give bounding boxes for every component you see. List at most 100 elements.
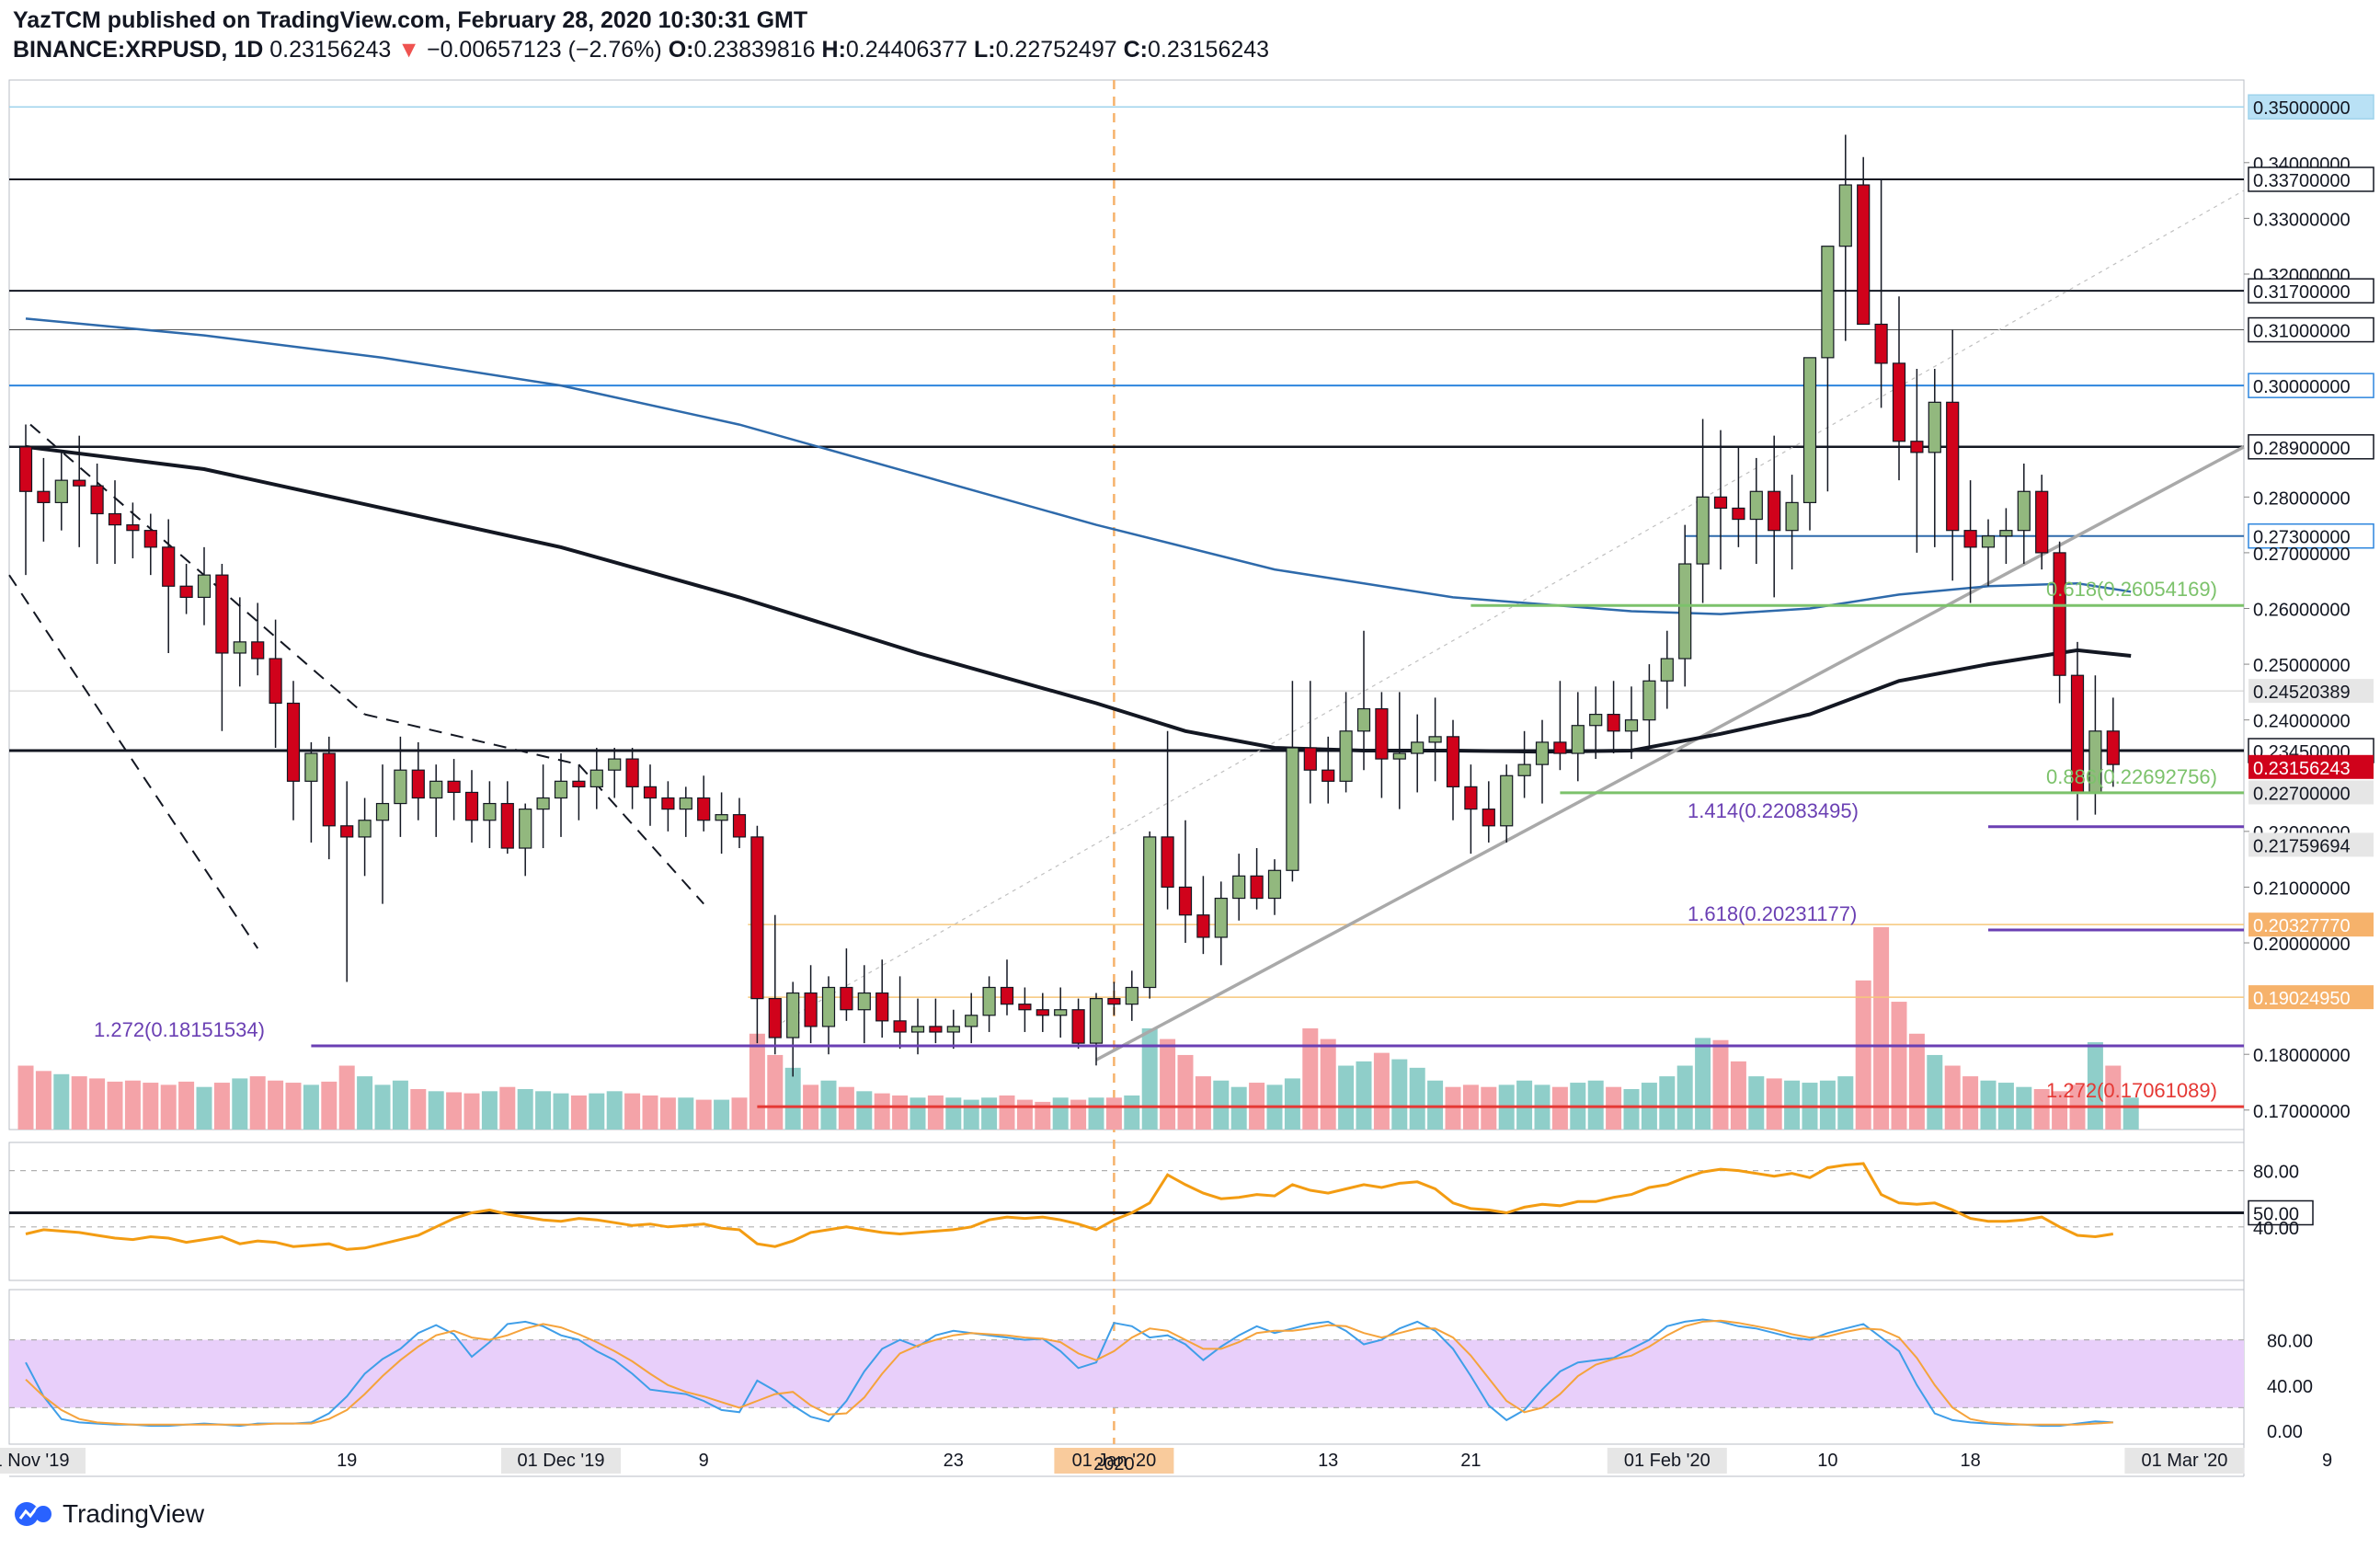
- fib-level-label: 0.618(0.26054169): [2046, 578, 2217, 601]
- candle-body: [1392, 752, 1406, 760]
- candle-body: [893, 1020, 907, 1033]
- candle-body: [1250, 875, 1264, 900]
- time-axis-label: 10: [1817, 1451, 1837, 1471]
- down-arrow-icon: ▼: [397, 37, 421, 63]
- candle-body: [1660, 658, 1674, 682]
- volume-bar: [1623, 1089, 1640, 1130]
- volume-bar: [357, 1076, 373, 1130]
- candle-body: [2053, 552, 2066, 676]
- price-label-bg: [2248, 754, 2374, 779]
- candle-body: [875, 992, 889, 1022]
- candle-body: [162, 546, 176, 587]
- stoch-axis-label: 40.00: [2267, 1377, 2313, 1397]
- high-label: H:: [821, 37, 846, 63]
- price-label: 0.19024950: [2253, 989, 2351, 1009]
- volume-bar: [1962, 1076, 1979, 1130]
- volume-bar: [1712, 1039, 1729, 1130]
- volume-bar: [1659, 1076, 1676, 1130]
- candle-body: [982, 986, 996, 1016]
- volume-bar: [178, 1081, 195, 1130]
- candle-body: [1214, 897, 1228, 938]
- price-label: 0.30000000: [2253, 377, 2351, 397]
- volume-bar: [499, 1086, 516, 1130]
- price-label: 0.31700000: [2253, 282, 2351, 303]
- volume-bar: [1391, 1059, 1408, 1130]
- volume-bar: [1730, 1061, 1746, 1130]
- candle-body: [18, 446, 33, 492]
- volume-bar: [731, 1097, 748, 1130]
- candle-body: [625, 758, 639, 787]
- candle-body: [804, 992, 818, 1027]
- volume-bar: [1676, 1065, 1693, 1130]
- price-label: 0.28000000: [2253, 488, 2351, 509]
- volume-bar: [374, 1084, 391, 1130]
- candle-body: [215, 574, 229, 654]
- volume-bar: [107, 1081, 123, 1130]
- candle-body: [269, 658, 282, 705]
- volume-bar: [124, 1080, 141, 1130]
- volume-bar: [1035, 1101, 1051, 1130]
- candle-body: [1963, 530, 1977, 548]
- tradingview-logo[interactable]: TradingView: [13, 1499, 204, 1529]
- candle-body: [572, 780, 586, 787]
- volume-bar: [2016, 1086, 2032, 1130]
- candle-body: [375, 802, 390, 821]
- volume-bar: [160, 1084, 177, 1130]
- price-label: 0.33000000: [2253, 210, 2351, 230]
- candle-body: [768, 998, 782, 1038]
- volume-bar: [659, 1097, 676, 1130]
- candle-body: [340, 825, 354, 838]
- price-label-bg: [2248, 985, 2374, 1010]
- volume-bar: [589, 1093, 605, 1130]
- candle-body: [1838, 184, 1852, 247]
- rsi-axis-label: 40.00: [2253, 1219, 2299, 1239]
- candle-body: [233, 641, 246, 654]
- volume-bar: [1908, 1033, 1925, 1130]
- volume-bar: [446, 1092, 463, 1130]
- candle-body: [1892, 362, 1906, 442]
- time-axis-label: 01 Dec '19: [518, 1451, 605, 1471]
- volume-bar: [196, 1086, 212, 1130]
- price-label-bg: [2248, 522, 2374, 549]
- volume-bar: [1695, 1038, 1711, 1130]
- volume-bar: [1819, 1080, 1836, 1130]
- volume-bar: [1070, 1099, 1087, 1130]
- stoch-k-line: [25, 1318, 2113, 1428]
- volume-bar: [213, 1083, 230, 1130]
- volume-bar: [1016, 1099, 1033, 1130]
- time-axis-label: 9: [699, 1451, 709, 1471]
- candle-body: [90, 485, 104, 515]
- time-axis-label: 01 Feb '20: [1624, 1451, 1711, 1471]
- volume-bar: [338, 1065, 355, 1130]
- candle-body: [1999, 530, 2013, 537]
- candle-body: [1802, 357, 1817, 503]
- candle-body: [661, 797, 675, 810]
- price-label-bg: [2248, 832, 2374, 857]
- candle-body: [1286, 747, 1299, 871]
- candle-body: [1018, 1004, 1032, 1011]
- volume-bar: [695, 1099, 712, 1130]
- candle-body: [857, 992, 871, 1011]
- symbol-line: BINANCE:XRPUSD, 1D 0.23156243 ▼ −0.00657…: [13, 35, 2367, 64]
- candle-body: [1749, 490, 1763, 521]
- volume-bar: [927, 1095, 944, 1130]
- price-label: 0.21759694: [2253, 836, 2351, 856]
- price-label: 0.20000000: [2253, 935, 2351, 955]
- stoch-axis-label: 80.00: [2267, 1332, 2313, 1352]
- price-label-bg: [2248, 94, 2374, 120]
- volume-bar: [1891, 1002, 1907, 1130]
- candle-body: [108, 512, 122, 526]
- volume-bar: [232, 1078, 248, 1130]
- volume-bar: [1338, 1065, 1355, 1130]
- high-value: 0.24406377: [845, 37, 967, 63]
- price-label: 0.31000000: [2253, 322, 2351, 342]
- price-label-bg: [2248, 166, 2374, 192]
- price-label-bg: [2248, 434, 2374, 460]
- volume-bar: [606, 1091, 623, 1130]
- volume-bar: [1177, 1054, 1194, 1130]
- time-axis-label: 9: [2322, 1451, 2332, 1471]
- volume-bar: [981, 1097, 998, 1130]
- volume-bar: [285, 1083, 302, 1130]
- symbol[interactable]: BINANCE:XRPUSD, 1D: [13, 37, 264, 63]
